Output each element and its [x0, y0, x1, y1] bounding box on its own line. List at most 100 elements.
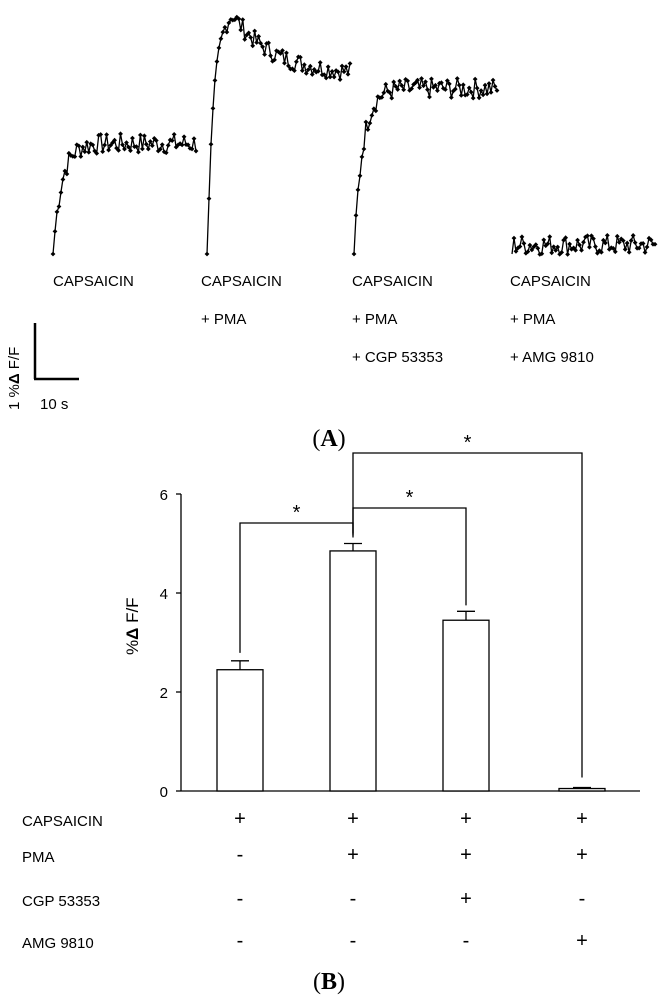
- panel-b: 0 2 4 6 * * * %Δ F/F CAPSAICIN + + + + PMA - + + + CGP …: [22, 432, 640, 995]
- trace-marker: [363, 119, 369, 125]
- trace-marker: [492, 83, 498, 89]
- trace-marker: [161, 149, 167, 155]
- trace-marker: [311, 67, 317, 72]
- trace-marker: [222, 24, 228, 30]
- minus-mark: -: [237, 844, 244, 866]
- trace-marker: [484, 91, 490, 97]
- trace-marker: [325, 64, 331, 70]
- trace-marker: [242, 36, 248, 42]
- trace-marker: [612, 249, 618, 255]
- minus-mark: -: [579, 888, 586, 910]
- trace-label: CAPSAICIN: [53, 273, 134, 290]
- trace-marker: [327, 74, 333, 80]
- plus-mark: +: [576, 808, 588, 830]
- trace-marker: [642, 250, 648, 255]
- trace-marker: [598, 249, 604, 255]
- trace-marker: [511, 235, 517, 241]
- trace-marker: [254, 40, 260, 45]
- trace-marker: [120, 142, 125, 148]
- trace-marker: [155, 148, 161, 154]
- trace-marker: [291, 68, 297, 73]
- plus-mark: +: [460, 808, 472, 830]
- trace-labels: CAPSAICIN CAPSAICIN + PMA CAPSAICIN + PMA + C…: [53, 273, 594, 366]
- trace-marker: [549, 250, 555, 256]
- trace-marker: [555, 244, 561, 250]
- trace-marker: [448, 95, 454, 100]
- trace-marker: [446, 81, 452, 87]
- y-axis-label: %Δ F/F: [123, 597, 142, 655]
- plus-mark: +: [347, 844, 359, 866]
- trace-marker: [421, 83, 426, 89]
- trace-label: CAPSAICIN: [201, 273, 282, 290]
- trace-marker: [98, 132, 104, 137]
- trace-marker: [381, 90, 387, 96]
- trace-marker: [108, 142, 113, 148]
- trace-marker: [405, 78, 411, 84]
- trace-marker: [442, 87, 448, 92]
- trace-marker: [565, 251, 571, 257]
- trace-marker: [216, 45, 222, 51]
- significance-star: *: [293, 502, 301, 524]
- plus-mark: +: [460, 888, 472, 910]
- trace-marker: [169, 138, 175, 144]
- trace-marker: [236, 16, 242, 22]
- trace-marker: [159, 142, 165, 148]
- trace-marker: [86, 149, 92, 155]
- trace-marker: [262, 52, 267, 57]
- trace-marker: [204, 251, 210, 257]
- trace-marker: [189, 146, 195, 152]
- trace-marker: [220, 29, 226, 35]
- trace-marker: [106, 147, 112, 153]
- trace-marker: [293, 59, 299, 65]
- trace-marker: [181, 134, 187, 140]
- trace-marker: [64, 171, 70, 177]
- trace-marker: [525, 249, 531, 255]
- trace-marker: [610, 246, 616, 251]
- trace-marker: [616, 239, 622, 245]
- trace-marker: [559, 249, 565, 255]
- trace-marker: [333, 68, 339, 73]
- trace-marker: [423, 79, 428, 85]
- trace-marker: [429, 76, 434, 82]
- trace-marker: [80, 144, 86, 150]
- trace-marker: [321, 72, 327, 78]
- trace-marker: [52, 228, 58, 234]
- condition-row-label: CGP 53353: [22, 893, 100, 910]
- trace-marker: [238, 27, 244, 33]
- trace-marker: [309, 72, 315, 77]
- trace-marker: [187, 145, 193, 151]
- trace-marker: [139, 146, 145, 152]
- trace-marker: [387, 90, 393, 95]
- trace-marker: [147, 139, 153, 144]
- trace-marker: [258, 40, 264, 46]
- panel-b-label: (B): [313, 969, 345, 995]
- trace-marker: [541, 237, 547, 243]
- trace-marker: [317, 60, 323, 65]
- trace-marker: [391, 79, 397, 85]
- trace-marker: [355, 187, 361, 193]
- trace-marker: [575, 237, 580, 243]
- trace-marker: [226, 20, 232, 26]
- scale-bar: 1 %Δ F/F 10 s: [6, 323, 79, 413]
- trace-marker: [141, 133, 147, 139]
- trace-marker: [100, 149, 106, 155]
- trace-marker: [624, 240, 630, 246]
- trace-marker: [179, 142, 185, 148]
- trace-markers: [511, 232, 658, 257]
- trace-marker: [278, 51, 283, 56]
- trace-marker: [301, 62, 307, 68]
- y-tick-label: 4: [160, 586, 168, 603]
- trace-marker: [305, 67, 311, 72]
- trace-marker: [519, 234, 525, 240]
- trace-line: [52, 133, 197, 255]
- plus-mark: +: [347, 808, 359, 830]
- panel-a-label: (A): [312, 426, 345, 452]
- trace-marker: [581, 239, 586, 245]
- y-tick-label: 2: [160, 685, 168, 702]
- trace-marker: [480, 92, 486, 98]
- trace-marker: [157, 146, 163, 152]
- trace-marker: [124, 140, 129, 146]
- trace-marker: [523, 250, 529, 256]
- bar: [216, 669, 264, 792]
- trace-marker: [248, 35, 254, 40]
